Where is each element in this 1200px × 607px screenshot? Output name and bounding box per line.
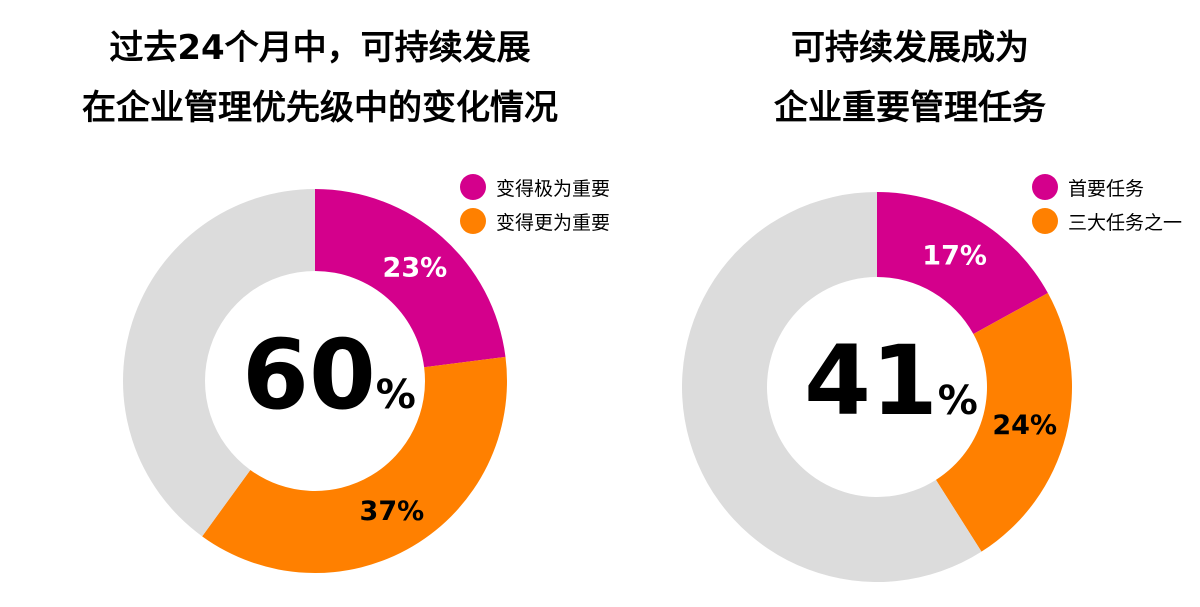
legend-label: 三大任务之一 [1068, 211, 1183, 234]
chart-title-left-line-2: 在企业管理优先级中的变化情况 [82, 88, 558, 128]
donut-slice [123, 189, 315, 537]
legend-swatch-magenta [1032, 174, 1058, 200]
center-value-label: 60% [242, 319, 416, 431]
center-unit: % [938, 378, 978, 424]
donut-slice [935, 293, 1072, 552]
legend-swatch-orange [460, 208, 486, 234]
legend-label: 变得更为重要 [496, 211, 611, 234]
center-value: 41 [804, 325, 938, 437]
chart-title-right: 可持续发展成为 企业重要管理任务 [640, 18, 1180, 138]
chart-title-right-line-2: 企业重要管理任务 [774, 88, 1046, 128]
chart-title-right-line-1: 可持续发展成为 [791, 28, 1029, 68]
legend-item: 首要任务 [1032, 170, 1182, 204]
legend-swatch-orange [1032, 208, 1058, 234]
slice-value-label: 37% [360, 496, 425, 527]
slice-value-label: 17% [922, 241, 987, 272]
legend-right: 首要任务 三大任务之一 [1032, 170, 1182, 238]
legend-label: 首要任务 [1068, 177, 1145, 200]
donut-slice [315, 189, 506, 368]
legend-item: 变得更为重要 [460, 204, 610, 238]
legend-left: 变得极为重要 变得更为重要 [460, 170, 610, 238]
slice-value-label: 23% [383, 253, 448, 284]
legend-item: 三大任务之一 [1032, 204, 1182, 238]
slice-value-label: 24% [992, 410, 1057, 441]
chart-title-left-line-1: 过去24个月中，可持续发展 [109, 28, 531, 68]
donut-slice [877, 192, 1048, 335]
center-value: 60 [242, 319, 376, 431]
legend-swatch-magenta [460, 174, 486, 200]
donut-slice [681, 192, 982, 582]
center-value-label: 41% [804, 325, 978, 437]
donut-chart-left: 23% 37% 60% [123, 189, 507, 573]
donut-chart-right: 17% 24% 41% [681, 192, 1072, 582]
donut-slice [202, 356, 507, 573]
legend-label: 变得极为重要 [496, 177, 611, 200]
center-unit: % [376, 372, 416, 418]
chart-title-left: 过去24个月中，可持续发展 在企业管理优先级中的变化情况 [20, 18, 620, 138]
legend-item: 变得极为重要 [460, 170, 610, 204]
